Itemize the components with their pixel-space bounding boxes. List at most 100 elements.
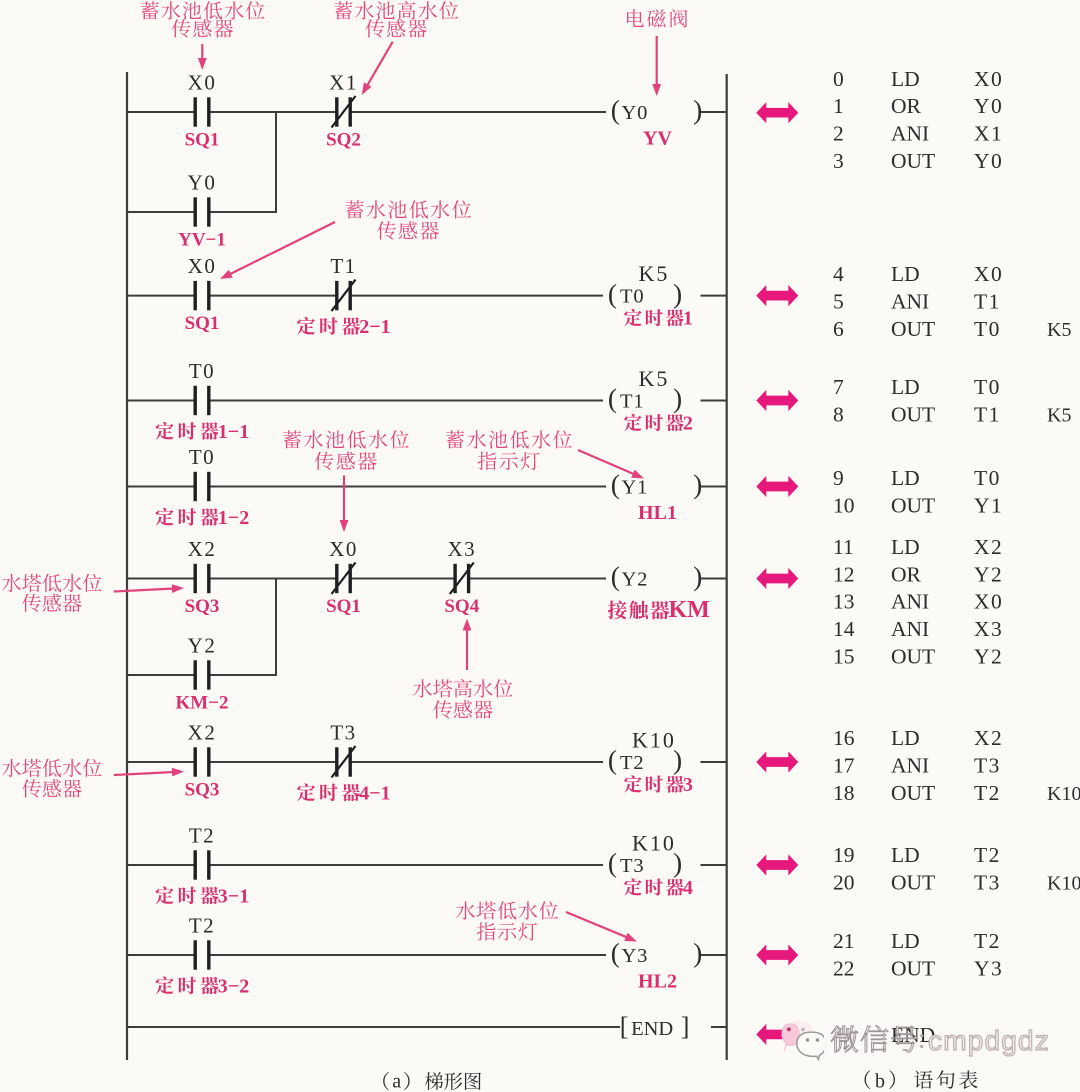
svg-text:OUT: OUT — [891, 493, 935, 517]
svg-text:OUT: OUT — [891, 956, 935, 980]
svg-text:a: a — [392, 1071, 401, 1092]
svg-text:(: ( — [608, 744, 617, 775]
svg-text:LD: LD — [891, 375, 920, 399]
svg-text:LD: LD — [891, 843, 920, 867]
svg-text:Y0: Y0 — [188, 171, 217, 195]
svg-text:T3: T3 — [974, 870, 1001, 894]
svg-text:OR: OR — [891, 562, 922, 586]
svg-text:X1: X1 — [329, 71, 358, 95]
svg-text:15: 15 — [833, 645, 855, 669]
svg-text:11: 11 — [833, 535, 854, 559]
svg-text:T2: T2 — [189, 914, 215, 938]
svg-text:(: ( — [611, 469, 620, 500]
svg-text:ANI: ANI — [891, 753, 929, 777]
svg-text:Y0: Y0 — [974, 149, 1003, 173]
svg-text:T3: T3 — [620, 855, 644, 877]
svg-text:2: 2 — [683, 413, 693, 435]
svg-text:1: 1 — [683, 308, 693, 330]
svg-text:cmpdgdz: cmpdgdz — [928, 1025, 1050, 1056]
svg-text:LD: LD — [891, 726, 920, 750]
svg-text:22: 22 — [833, 956, 855, 980]
svg-text:X2: X2 — [188, 537, 217, 561]
svg-text:): ) — [693, 469, 702, 500]
svg-text:OUT: OUT — [891, 870, 935, 894]
svg-text:SQ1: SQ1 — [326, 596, 361, 617]
svg-text:X2: X2 — [188, 721, 217, 745]
svg-text:K5: K5 — [639, 261, 670, 286]
svg-text:LD: LD — [891, 466, 920, 490]
svg-text:K10: K10 — [632, 727, 676, 752]
svg-text:T3: T3 — [974, 753, 1001, 777]
svg-text:]: ] — [681, 1012, 690, 1041]
svg-text:17: 17 — [833, 753, 855, 777]
svg-text:2: 2 — [833, 122, 844, 146]
svg-text:T1: T1 — [974, 402, 1001, 426]
svg-text:): ) — [673, 744, 682, 775]
svg-text:ANI: ANI — [891, 617, 929, 641]
svg-text:LD: LD — [891, 929, 920, 953]
svg-text:T0: T0 — [974, 317, 1001, 341]
svg-text:): ) — [693, 937, 702, 968]
svg-text:YV−1: YV−1 — [178, 230, 226, 251]
svg-text:4−1: 4−1 — [359, 783, 390, 805]
svg-text:1−1: 1−1 — [218, 421, 249, 443]
svg-text:YV: YV — [643, 128, 672, 150]
svg-text:Y0: Y0 — [974, 94, 1003, 118]
svg-text:12: 12 — [833, 562, 855, 586]
svg-text:): ) — [673, 847, 682, 878]
svg-text:): ) — [693, 561, 702, 592]
svg-text:9: 9 — [833, 466, 844, 490]
svg-text:Y1: Y1 — [974, 493, 1003, 517]
svg-text:3: 3 — [683, 774, 693, 796]
svg-text:T1: T1 — [974, 290, 1001, 314]
svg-text:T2: T2 — [974, 929, 1001, 953]
svg-text:b: b — [875, 1071, 885, 1092]
svg-text:OUT: OUT — [891, 781, 935, 805]
svg-text:T2: T2 — [974, 781, 1001, 805]
svg-text:END: END — [631, 1018, 673, 1040]
svg-text:Y0: Y0 — [622, 102, 649, 124]
svg-text:4: 4 — [683, 877, 693, 899]
svg-text:Y3: Y3 — [974, 956, 1003, 980]
svg-text:ANI: ANI — [891, 590, 929, 614]
svg-text:(: ( — [608, 383, 617, 414]
svg-text:Y1: Y1 — [622, 476, 649, 498]
svg-text:(: ( — [611, 937, 620, 968]
svg-text:1−2: 1−2 — [218, 507, 249, 529]
svg-text:8: 8 — [833, 402, 844, 426]
svg-text:21: 21 — [833, 929, 855, 953]
svg-text:0: 0 — [833, 67, 844, 91]
svg-text:Y2: Y2 — [974, 645, 1003, 669]
svg-text:T2: T2 — [189, 824, 215, 848]
svg-text:X2: X2 — [974, 726, 1003, 750]
svg-text:SQ1: SQ1 — [185, 313, 220, 334]
svg-text:5: 5 — [833, 290, 844, 314]
svg-text:(: ( — [611, 94, 620, 125]
svg-text:Y2: Y2 — [188, 634, 217, 658]
svg-text:X0: X0 — [188, 71, 217, 95]
svg-text:SQ1: SQ1 — [185, 130, 220, 151]
svg-text:Y2: Y2 — [974, 562, 1003, 586]
svg-text:K5: K5 — [1047, 319, 1071, 341]
svg-text:): ) — [673, 278, 682, 309]
svg-text:ANI: ANI — [891, 122, 929, 146]
svg-text:19: 19 — [833, 843, 855, 867]
svg-text:T0: T0 — [974, 466, 1001, 490]
svg-text:16: 16 — [833, 726, 855, 750]
svg-text:14: 14 — [833, 617, 855, 641]
svg-text:HL2: HL2 — [638, 971, 677, 993]
svg-text:4: 4 — [833, 262, 844, 286]
svg-text:X1: X1 — [974, 122, 1003, 146]
svg-text:[: [ — [620, 1012, 629, 1041]
svg-text:7: 7 — [833, 375, 844, 399]
svg-text:Y3: Y3 — [622, 945, 649, 967]
svg-text:(: ( — [608, 847, 617, 878]
svg-text:T0: T0 — [620, 286, 644, 308]
svg-text:T1: T1 — [330, 254, 356, 278]
svg-text:SQ3: SQ3 — [185, 780, 220, 801]
svg-text:KM: KM — [669, 597, 710, 623]
svg-text:T2: T2 — [620, 752, 644, 774]
svg-text:18: 18 — [833, 781, 855, 805]
svg-text:20: 20 — [833, 870, 855, 894]
svg-text:SQ4: SQ4 — [444, 596, 479, 617]
